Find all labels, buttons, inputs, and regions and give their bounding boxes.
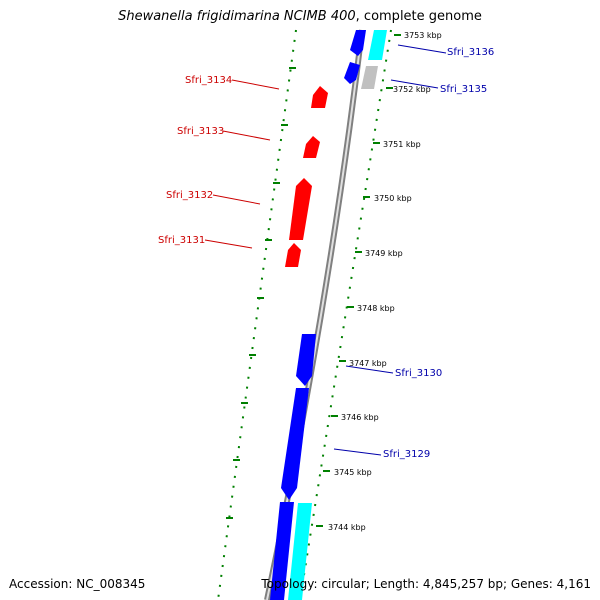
tick-label-3753: 3753 kbp — [404, 31, 442, 40]
organism-name: Shewanella frigidimarina NCIMB 400 — [118, 9, 356, 24]
leader-sfri-3136 — [397, 44, 447, 54]
outer-ring-dashes — [226, 67, 296, 519]
leader-sfri-3135 — [390, 79, 439, 89]
label-sfri-3133[interactable]: Sfri_3133 — [177, 126, 224, 137]
gene-sfri-3130[interactable] — [296, 334, 316, 386]
gene-sfri-3135-gray[interactable] — [361, 66, 378, 89]
gene-sfri-3134[interactable] — [311, 86, 328, 108]
accession-text: Accession: NC_008345 — [9, 577, 146, 591]
kbp-ticks: 3753 kbp 3752 kbp 3751 kbp 3750 kbp 3749… — [316, 31, 442, 532]
leader-sfri-3133 — [222, 130, 271, 141]
inner-dotted-ring-left — [240, 40, 258, 600]
tick-label-3744: 3744 kbp — [328, 523, 366, 532]
gene-label-group: Sfri_3136 Sfri_3135 Sfri_3134 Sfri_3133 … — [158, 44, 494, 460]
tick-3751: 3751 kbp — [373, 140, 421, 149]
tick-3747: 3747 kbp — [339, 359, 387, 368]
genome-summary-text: Topology: circular; Length: 4,845,257 bp… — [261, 577, 591, 591]
label-sfri-3129[interactable]: Sfri_3129 — [383, 449, 430, 460]
tick-label-3750: 3750 kbp — [374, 194, 412, 203]
tick-label-3748: 3748 kbp — [357, 304, 395, 313]
tick-3744: 3744 kbp — [316, 523, 366, 532]
gene-bottom-cyan[interactable] — [288, 503, 312, 600]
tick-3749: 3749 kbp — [355, 249, 403, 258]
label-sfri-3132[interactable]: Sfri_3132 — [166, 190, 213, 201]
gene-sfri-3135-forward[interactable] — [344, 62, 360, 84]
tick-label-3745: 3745 kbp — [334, 468, 372, 477]
gene-bottom-forward[interactable] — [270, 502, 294, 600]
tick-label-3747: 3747 kbp — [349, 359, 387, 368]
gene-sfri-3133[interactable] — [303, 136, 320, 158]
leader-sfri-3132 — [212, 194, 261, 205]
leader-sfri-3129 — [333, 448, 382, 456]
tick-3748: 3748 kbp — [347, 304, 395, 313]
label-sfri-3136[interactable]: Sfri_3136 — [447, 47, 494, 58]
gene-sfri-3131[interactable] — [285, 243, 301, 267]
leader-sfri-3130 — [345, 365, 394, 374]
label-sfri-3135[interactable]: Sfri_3135 — [440, 84, 487, 95]
tick-3752: 3752 kbp — [386, 85, 431, 94]
gene-features — [270, 30, 387, 600]
map-title: Shewanella frigidimarina NCIMB 400, comp… — [0, 9, 600, 24]
gene-sfri-3132[interactable] — [289, 178, 312, 240]
gene-sfri-3136-cyan[interactable] — [368, 30, 387, 60]
tick-label-3749: 3749 kbp — [365, 249, 403, 258]
tick-label-3752: 3752 kbp — [393, 85, 431, 94]
tick-3746: 3746 kbp — [331, 413, 379, 422]
tick-3753: 3753 kbp — [394, 31, 442, 40]
tick-label-3751: 3751 kbp — [383, 140, 421, 149]
title-suffix: , complete genome — [355, 9, 482, 24]
leader-sfri-3131 — [204, 239, 253, 249]
gene-sfri-3136-forward[interactable] — [350, 30, 366, 56]
leader-sfri-3134 — [231, 79, 280, 90]
gene-sfri-3129[interactable] — [281, 388, 309, 500]
label-sfri-3131[interactable]: Sfri_3131 — [158, 235, 205, 246]
outer-dotted-ring-right — [299, 29, 392, 600]
label-sfri-3130[interactable]: Sfri_3130 — [395, 368, 442, 379]
tick-3750: 3750 kbp — [363, 194, 412, 203]
tick-3745: 3745 kbp — [323, 468, 372, 477]
tick-label-3746: 3746 kbp — [341, 413, 379, 422]
label-sfri-3134[interactable]: Sfri_3134 — [185, 75, 232, 86]
